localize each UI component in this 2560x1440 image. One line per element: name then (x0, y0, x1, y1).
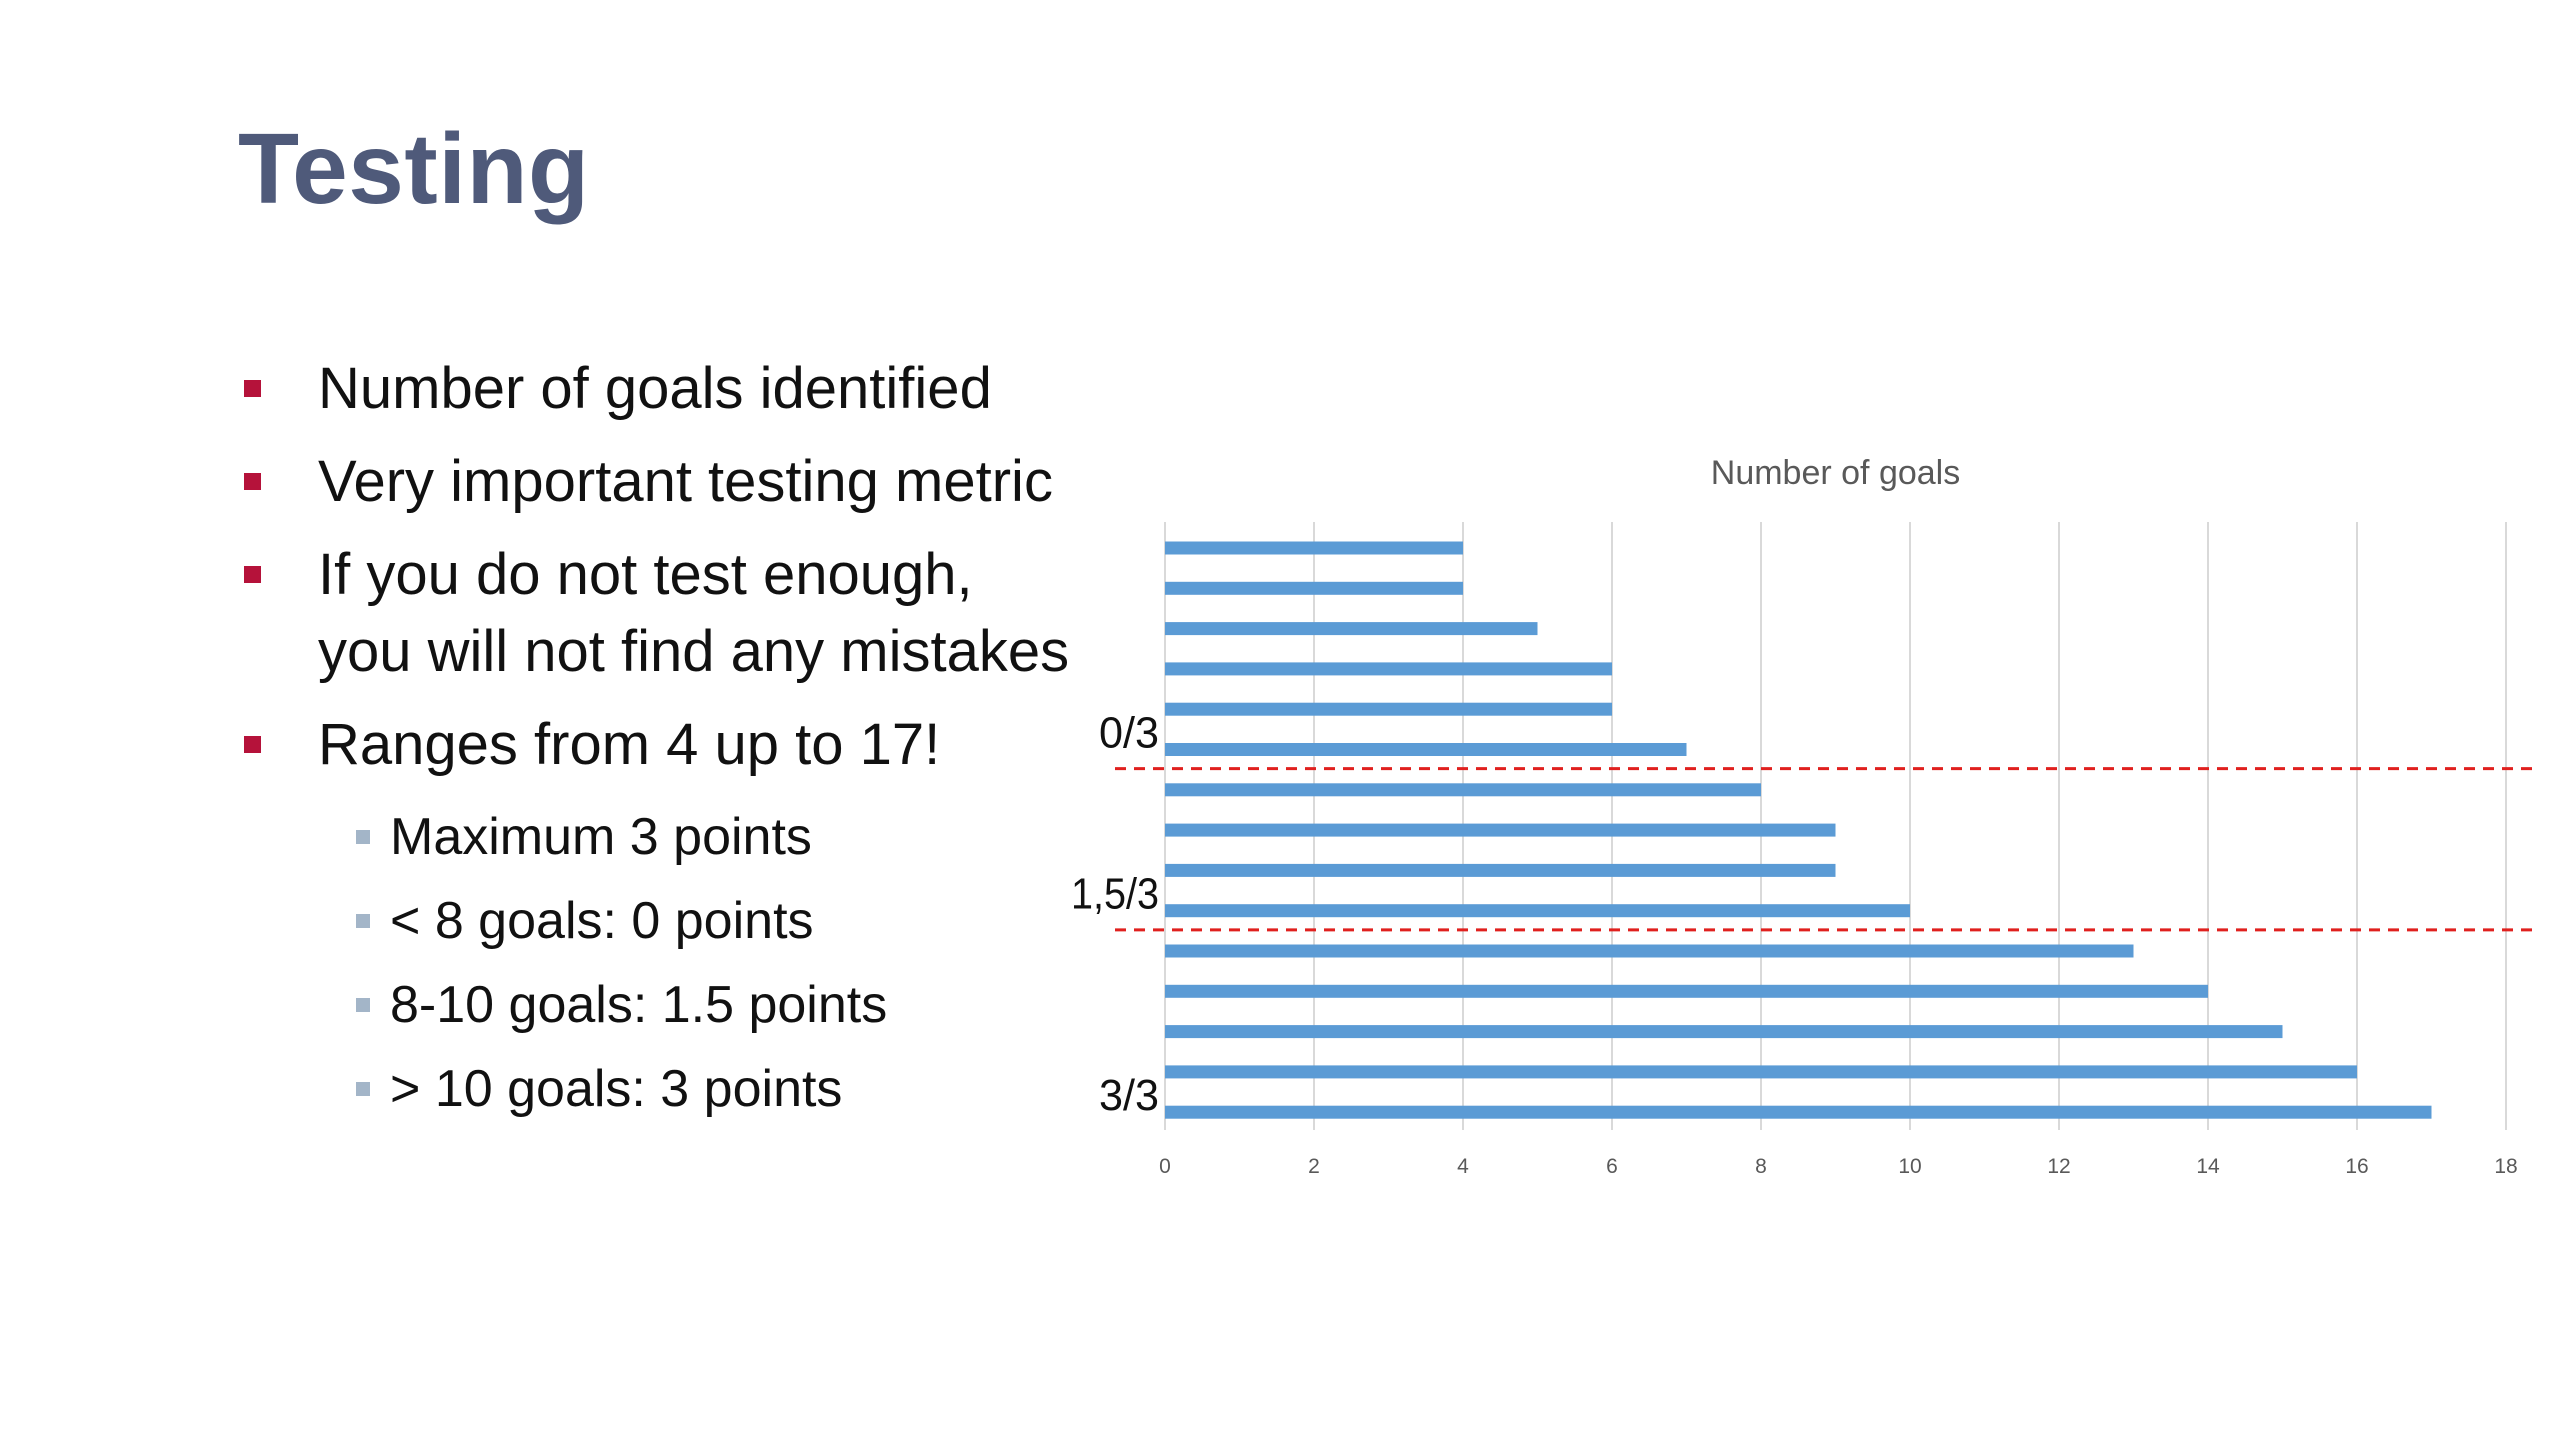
bullet-text: Very important testing metric (318, 449, 1053, 514)
score-annotation: 0/3 (1099, 709, 1159, 758)
bar (1165, 581, 1463, 595)
bar (1165, 904, 1910, 918)
bar (1165, 622, 1538, 636)
x-tick-label: 10 (1898, 1155, 1921, 1178)
x-tick-label: 0 (1159, 1155, 1171, 1178)
score-annotation: 1,5/3 (1071, 870, 1159, 919)
bar (1165, 1105, 2432, 1119)
sub-bullet-item: 8-10 goals: 1.5 points (356, 963, 1070, 1047)
bullet-item: Ranges from 4 up to 17! (240, 706, 1070, 783)
x-tick-label: 4 (1457, 1155, 1469, 1178)
x-tick-label: 12 (2047, 1155, 2070, 1178)
sub-bullet-marker-icon (356, 998, 370, 1012)
sub-bullet-text: 8-10 goals: 1.5 points (390, 976, 888, 1034)
bullet-text: If you do not test enough, you will not … (318, 542, 1070, 684)
bullet-text: Number of goals identified (318, 356, 992, 421)
bar (1165, 783, 1761, 797)
chart-title: Number of goals (1711, 454, 1960, 492)
x-tick-label: 6 (1606, 1155, 1618, 1178)
sub-bullet-item: Maximum 3 points (356, 795, 1070, 879)
bar (1165, 944, 2134, 958)
x-tick-label: 16 (2345, 1155, 2368, 1178)
bar (1165, 984, 2208, 998)
bullet-marker-icon (244, 736, 261, 753)
x-tick-label: 8 (1755, 1155, 1767, 1178)
sub-bullet-marker-icon (356, 1082, 370, 1096)
bullet-marker-icon (244, 380, 261, 397)
x-axis-ticks: 0 2 4 6 8 10 12 14 16 18 (1159, 1155, 2518, 1178)
x-tick-label: 2 (1308, 1155, 1320, 1178)
bullet-item: Number of goals identified (240, 350, 1070, 427)
sub-bullet-item: < 8 goals: 0 points (356, 879, 1070, 963)
score-annotation: 3/3 (1099, 1071, 1159, 1120)
bar (1165, 863, 1836, 877)
chart-bars (1165, 541, 2432, 1119)
bullet-marker-icon (244, 473, 261, 490)
bullet-item: Very important testing metric (240, 443, 1070, 520)
threshold-lines (1115, 767, 2540, 932)
sub-bullet-marker-icon (356, 914, 370, 928)
bullet-text: Ranges from 4 up to 17! (318, 712, 941, 777)
bar (1165, 1025, 2283, 1039)
bullet-marker-icon (244, 566, 261, 583)
bar (1165, 662, 1612, 676)
score-annotations: 0/3 1,5/3 3/3 (1071, 709, 1159, 1121)
x-tick-label: 18 (2494, 1155, 2517, 1178)
bar (1165, 702, 1612, 716)
goals-bar-chart: Number of goals 0 2 4 6 8 10 12 14 16 18 0/3 1,5/3… (1071, 454, 2540, 1178)
bar (1165, 823, 1836, 837)
sub-bullet-list: Maximum 3 points < 8 goals: 0 points 8-1… (240, 795, 1070, 1131)
sub-bullet-text: > 10 goals: 3 points (390, 1060, 843, 1118)
sub-bullet-marker-icon (356, 830, 370, 844)
bar (1165, 541, 1463, 555)
bullet-list: Number of goals identified Very importan… (240, 350, 1070, 1131)
slide-title: Testing (238, 113, 590, 225)
sub-bullet-text: Maximum 3 points (390, 808, 812, 866)
bar (1165, 743, 1687, 756)
sub-bullet-item: > 10 goals: 3 points (356, 1047, 1070, 1131)
bullet-item: If you do not test enough, you will not … (240, 536, 1070, 690)
bar (1165, 1065, 2357, 1079)
x-tick-label: 14 (2196, 1155, 2220, 1178)
sub-bullet-text: < 8 goals: 0 points (390, 892, 814, 950)
